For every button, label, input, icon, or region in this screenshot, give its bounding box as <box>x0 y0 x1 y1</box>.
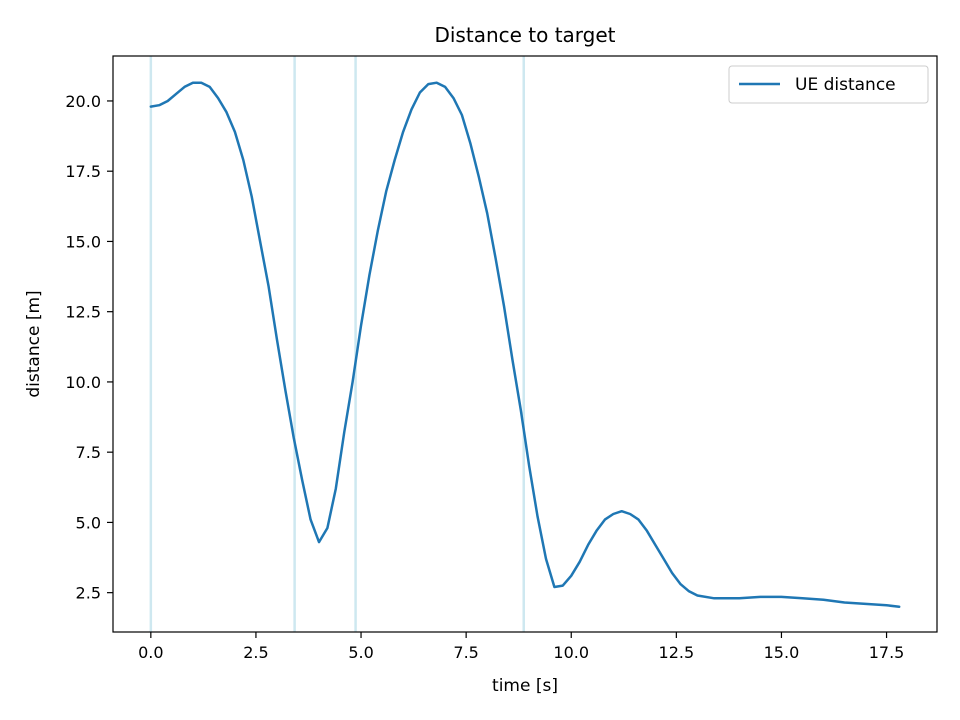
y-tick-label: 10.0 <box>65 373 101 392</box>
y-axis-ticks: 2.5 5.0 7.5 10.0 12.5 15.0 17.5 20.0 <box>65 92 113 603</box>
y-tick-label: 5.0 <box>76 513 101 532</box>
x-tick-label: 10.0 <box>553 643 589 662</box>
x-tick-label: 17.5 <box>869 643 905 662</box>
x-tick-label: 5.0 <box>348 643 373 662</box>
legend-label-ue-distance: UE distance <box>795 75 896 95</box>
y-axis-label: distance [m] <box>24 290 44 397</box>
x-tick-label: 0.0 <box>138 643 163 662</box>
x-tick-label: 12.5 <box>659 643 695 662</box>
y-tick-label: 7.5 <box>76 443 101 462</box>
y-tick-label: 15.0 <box>65 232 101 251</box>
y-tick-label: 20.0 <box>65 92 101 111</box>
vertical-markers <box>149 56 525 632</box>
chart-title: Distance to target <box>434 23 615 47</box>
series-lines <box>149 81 901 608</box>
x-axis-ticks: 0.0 2.5 5.0 7.5 10.0 12.5 15.0 17.5 <box>138 632 904 662</box>
y-tick-label: 2.5 <box>76 584 101 603</box>
plot-frame <box>112 55 938 633</box>
x-axis-label: time [s] <box>492 676 558 696</box>
x-tick-label: 15.0 <box>764 643 800 662</box>
legend-box <box>728 65 929 104</box>
x-tick-label: 7.5 <box>453 643 478 662</box>
legend: UE distance <box>728 65 929 104</box>
x-tick-label: 2.5 <box>243 643 268 662</box>
y-tick-label: 12.5 <box>65 303 101 322</box>
y-tick-label: 17.5 <box>65 162 101 181</box>
series-line-0 <box>149 81 901 608</box>
